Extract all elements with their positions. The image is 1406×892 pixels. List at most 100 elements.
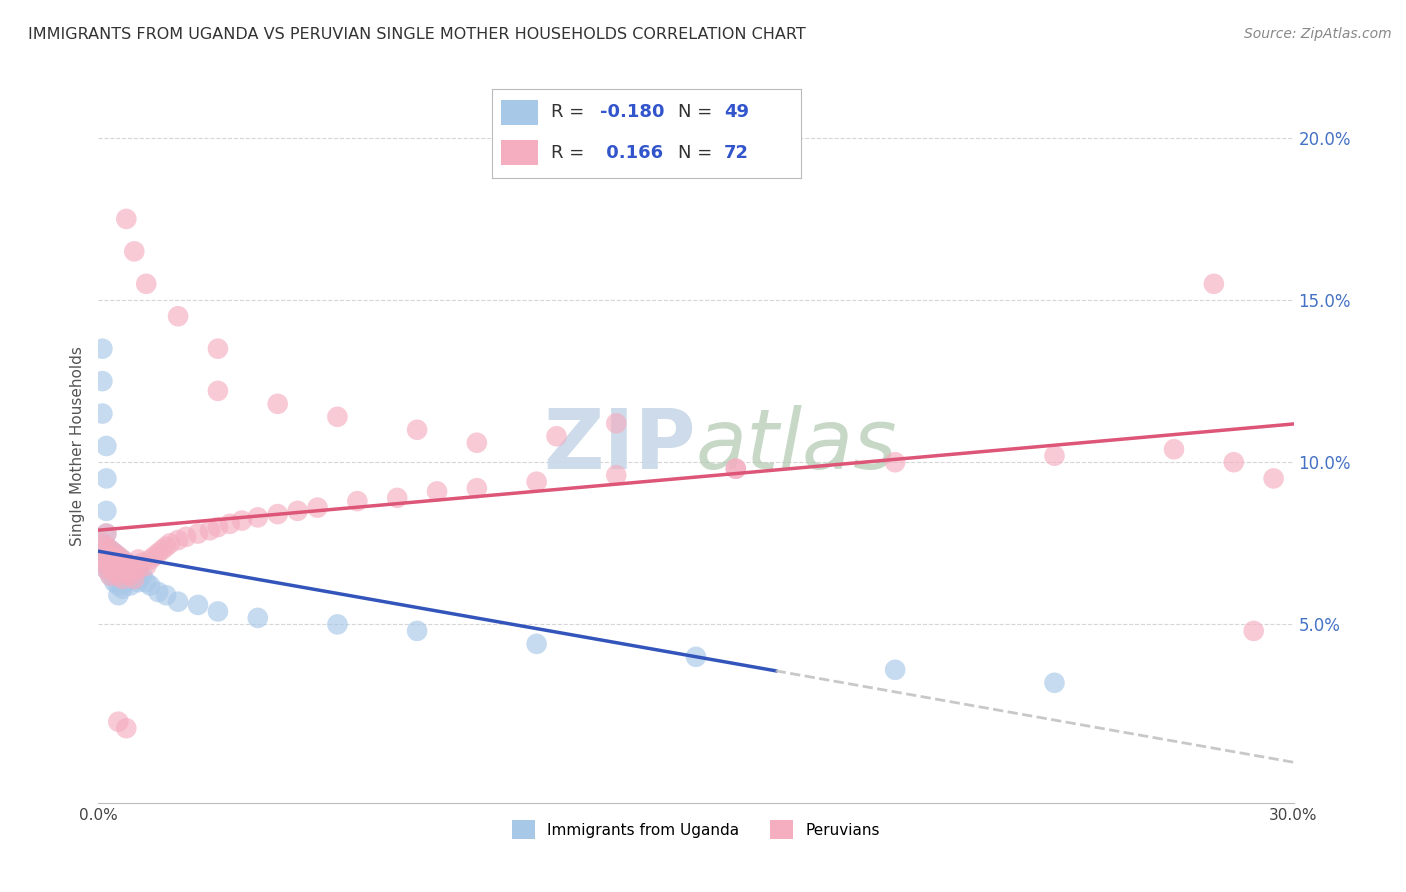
Point bbox=[111, 582, 134, 596]
Point bbox=[91, 407, 114, 421]
Point bbox=[724, 461, 747, 475]
Point bbox=[135, 559, 157, 574]
Point bbox=[96, 439, 118, 453]
Point bbox=[148, 585, 170, 599]
Point bbox=[98, 559, 122, 574]
Text: IMMIGRANTS FROM UGANDA VS PERUVIAN SINGLE MOTHER HOUSEHOLDS CORRELATION CHART: IMMIGRANTS FROM UGANDA VS PERUVIAN SINGL… bbox=[28, 27, 806, 42]
Point bbox=[267, 397, 290, 411]
Point bbox=[131, 568, 153, 582]
Point bbox=[187, 526, 209, 541]
Point bbox=[107, 568, 129, 582]
Point bbox=[326, 409, 349, 424]
Point bbox=[406, 423, 429, 437]
Point bbox=[605, 417, 627, 431]
Point bbox=[198, 524, 221, 538]
Point bbox=[91, 546, 114, 560]
Bar bbox=[502, 140, 538, 165]
Point bbox=[103, 566, 125, 580]
Point bbox=[135, 575, 157, 590]
Point bbox=[103, 546, 125, 560]
Point bbox=[107, 549, 129, 564]
Text: R =: R = bbox=[551, 144, 591, 161]
Point bbox=[107, 568, 129, 582]
Text: 72: 72 bbox=[724, 144, 749, 161]
Point bbox=[231, 514, 253, 528]
Point bbox=[127, 562, 149, 576]
Point bbox=[115, 556, 138, 570]
Point bbox=[111, 552, 134, 566]
Point bbox=[465, 481, 488, 495]
Point bbox=[406, 624, 429, 638]
Point bbox=[103, 556, 125, 570]
Point bbox=[124, 572, 146, 586]
Point bbox=[884, 455, 907, 469]
Point bbox=[91, 342, 114, 356]
Point bbox=[207, 342, 229, 356]
Text: N =: N = bbox=[678, 144, 717, 161]
Point bbox=[465, 435, 488, 450]
Point bbox=[1043, 449, 1066, 463]
Point bbox=[1243, 624, 1265, 638]
Point bbox=[526, 637, 548, 651]
Point bbox=[124, 562, 146, 576]
Text: N =: N = bbox=[678, 103, 717, 121]
Point bbox=[103, 556, 125, 570]
Point bbox=[115, 575, 138, 590]
Point bbox=[685, 649, 707, 664]
Point bbox=[107, 549, 129, 564]
Point bbox=[124, 572, 146, 586]
Point bbox=[124, 562, 146, 576]
Point bbox=[96, 540, 118, 554]
Legend: Immigrants from Uganda, Peruvians: Immigrants from Uganda, Peruvians bbox=[506, 814, 886, 845]
Point bbox=[139, 552, 162, 566]
Point bbox=[326, 617, 349, 632]
Point bbox=[155, 540, 177, 554]
Point bbox=[884, 663, 907, 677]
Point bbox=[120, 559, 142, 574]
Text: ZIP: ZIP bbox=[544, 406, 696, 486]
Point bbox=[98, 568, 122, 582]
Point bbox=[605, 468, 627, 483]
Y-axis label: Single Mother Households: Single Mother Households bbox=[69, 346, 84, 546]
Point bbox=[246, 611, 269, 625]
Point bbox=[426, 484, 449, 499]
Point bbox=[346, 494, 368, 508]
Point bbox=[187, 598, 209, 612]
Point bbox=[91, 374, 114, 388]
Point bbox=[127, 552, 149, 566]
Text: 0.166: 0.166 bbox=[600, 144, 664, 161]
Point bbox=[115, 211, 138, 226]
Point bbox=[167, 595, 190, 609]
Point bbox=[526, 475, 548, 489]
Point bbox=[143, 549, 166, 564]
Point bbox=[98, 542, 122, 557]
Point bbox=[103, 546, 125, 560]
Point bbox=[115, 721, 138, 735]
Bar bbox=[502, 100, 538, 125]
Point bbox=[287, 504, 309, 518]
Point bbox=[98, 542, 122, 557]
Point bbox=[246, 510, 269, 524]
Point bbox=[111, 562, 134, 576]
Point bbox=[131, 556, 153, 570]
Point bbox=[111, 572, 134, 586]
Point bbox=[111, 562, 134, 576]
Point bbox=[267, 507, 290, 521]
Text: 49: 49 bbox=[724, 103, 749, 121]
Point bbox=[107, 559, 129, 574]
Point bbox=[546, 429, 568, 443]
Point bbox=[91, 556, 114, 570]
Point bbox=[207, 604, 229, 618]
Point bbox=[120, 559, 142, 574]
Point bbox=[150, 542, 173, 557]
Point bbox=[307, 500, 329, 515]
Point bbox=[127, 566, 149, 580]
Point bbox=[96, 504, 118, 518]
Point bbox=[219, 516, 242, 531]
Point bbox=[1043, 675, 1066, 690]
Point bbox=[91, 536, 114, 550]
Point bbox=[724, 461, 747, 475]
Text: atlas: atlas bbox=[696, 406, 897, 486]
Point bbox=[91, 546, 114, 560]
Point bbox=[107, 578, 129, 592]
